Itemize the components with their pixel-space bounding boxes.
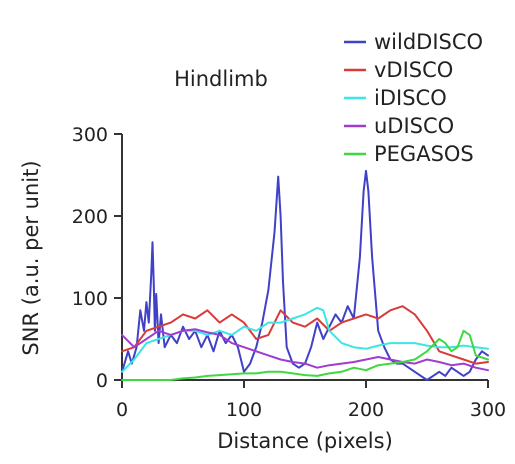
series-line-wilddisco — [121, 169, 489, 381]
legend-item: vDISCO — [344, 58, 453, 82]
plot-area: 0 100 200 300 0 100 200 300 — [72, 124, 506, 421]
y-tick-label: 100 — [72, 288, 108, 310]
x-tick-label: 100 — [226, 399, 262, 421]
series-lines — [121, 169, 489, 381]
legend-item: uDISCO — [344, 114, 454, 138]
x-axis-title: Distance (pixels) — [217, 429, 393, 453]
series-line-udisco — [121, 328, 489, 372]
chart-title: Hindlimb — [174, 67, 268, 91]
legend-label: vDISCO — [374, 58, 453, 82]
x-tick-label: 0 — [116, 399, 128, 421]
y-tick-label: 0 — [96, 370, 108, 392]
series-line-vdisco — [121, 305, 489, 365]
legend-label: uDISCO — [374, 114, 454, 138]
x-ticks: 0 100 200 300 — [116, 380, 506, 421]
legend: wildDISCO vDISCO iDISCO uDISCO PEGASOS — [344, 30, 483, 166]
legend-item: iDISCO — [344, 86, 447, 110]
legend-item: wildDISCO — [344, 30, 483, 54]
y-ticks: 0 100 200 300 — [72, 124, 122, 392]
x-tick-label: 200 — [348, 399, 384, 421]
legend-label: PEGASOS — [374, 142, 474, 166]
y-tick-label: 300 — [72, 124, 108, 146]
y-tick-label: 200 — [72, 206, 108, 228]
x-tick-label: 300 — [470, 399, 506, 421]
series-line-pegasos — [121, 329, 489, 381]
legend-label: wildDISCO — [374, 30, 483, 54]
legend-label: iDISCO — [374, 86, 447, 110]
legend-item: PEGASOS — [344, 142, 474, 166]
y-axis-title: SNR (a.u. per unit) — [19, 160, 43, 355]
